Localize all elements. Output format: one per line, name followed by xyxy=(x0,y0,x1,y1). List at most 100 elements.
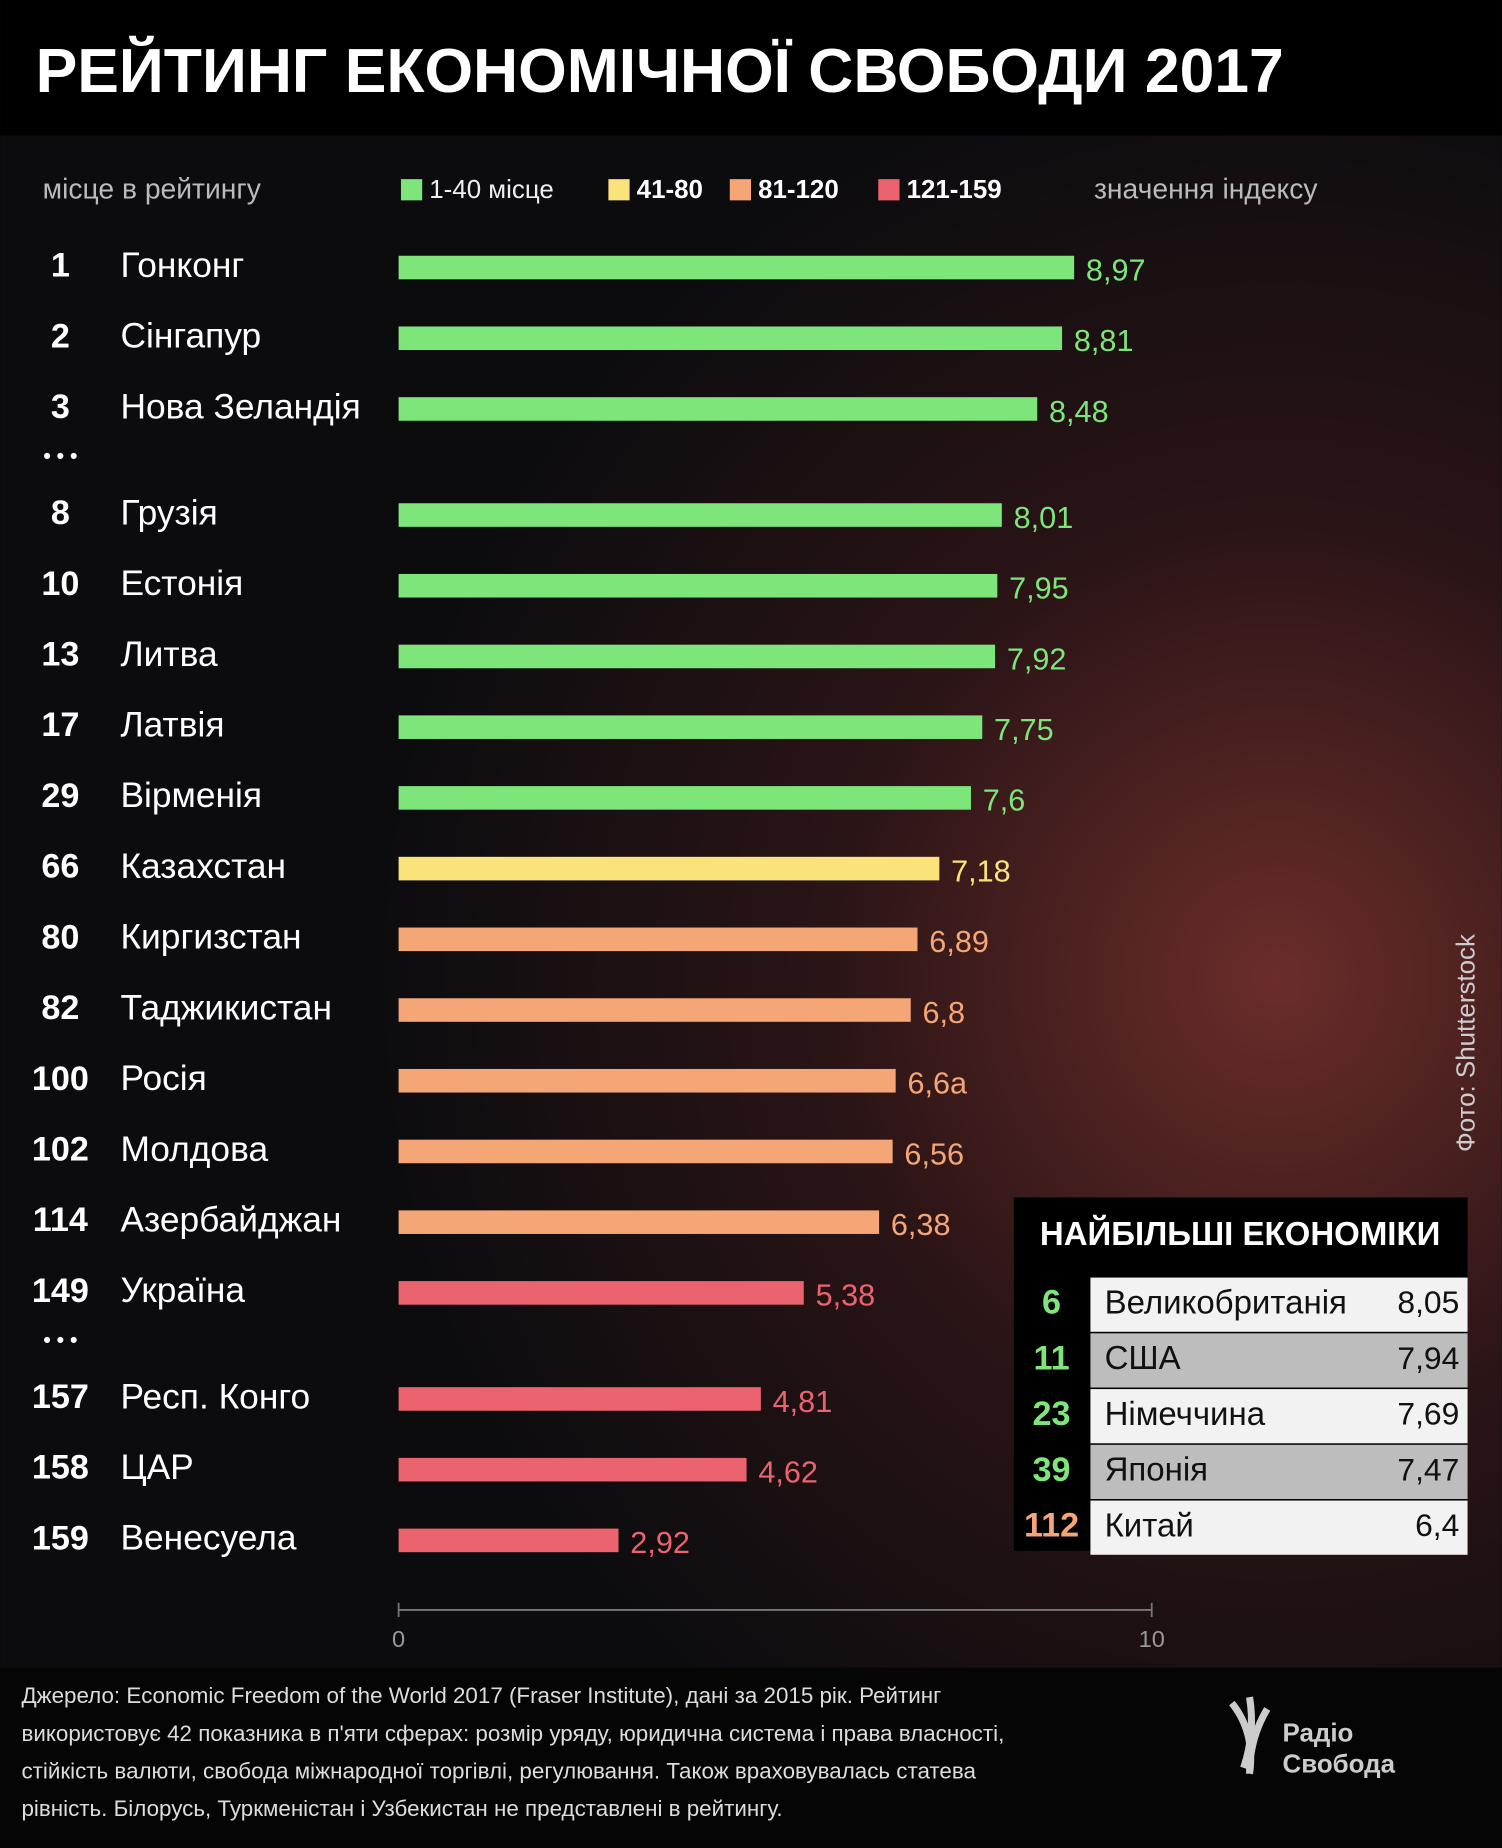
legend-swatch xyxy=(878,179,900,201)
rank-label: 100 xyxy=(32,1060,89,1098)
bar xyxy=(398,503,1002,527)
legend-swatch xyxy=(400,179,423,201)
rank-label: 17 xyxy=(41,706,79,744)
category-label: ЦАР xyxy=(120,1448,193,1487)
rank-label: 149 xyxy=(32,1272,89,1310)
table-rank: 6 xyxy=(1042,1284,1061,1322)
value-label: 6,8 xyxy=(923,996,966,1030)
category-label: Росія xyxy=(120,1059,206,1098)
rank-label: 2 xyxy=(51,317,70,355)
table-rank: 39 xyxy=(1033,1451,1071,1489)
chart-title: РЕЙТИНГ ЕКОНОМІЧНОЇ СВОБОДИ 2017 xyxy=(36,35,1284,106)
bar xyxy=(398,1528,619,1553)
category-label: Латвія xyxy=(120,706,224,745)
table-value: 7,47 xyxy=(1397,1451,1459,1487)
bar xyxy=(398,326,1063,351)
table-country: Німеччина xyxy=(1105,1395,1266,1432)
table-rank: 112 xyxy=(1024,1507,1079,1545)
photo-credit: Фото: Shutterstock xyxy=(1452,934,1480,1152)
table-country: Японія xyxy=(1105,1451,1208,1488)
rank-label: 157 xyxy=(32,1378,89,1416)
value-label: 4,62 xyxy=(758,1455,818,1489)
value-label: 8,81 xyxy=(1074,324,1134,358)
category-label: Респ. Конго xyxy=(120,1377,310,1416)
bar xyxy=(398,1139,893,1164)
value-label: 6,89 xyxy=(929,925,989,959)
value-label: 2,92 xyxy=(630,1526,690,1560)
table-rank: 11 xyxy=(1033,1339,1069,1377)
value-label: 8,48 xyxy=(1049,395,1109,429)
bar xyxy=(398,255,1075,280)
category-label: Грузія xyxy=(120,493,217,532)
value-label: 7,6 xyxy=(983,784,1026,818)
category-label: Азербайджан xyxy=(120,1201,341,1240)
table-country: США xyxy=(1105,1339,1181,1376)
rank-label: 29 xyxy=(41,777,79,815)
category-label: Казахстан xyxy=(120,847,286,886)
category-label: Таджикистан xyxy=(120,988,332,1027)
legend-label: 81-120 xyxy=(758,176,839,204)
source-text: рівність. Білорусь, Туркменістан і Узбек… xyxy=(21,1796,782,1821)
value-label: 4,81 xyxy=(773,1385,833,1419)
x-tick-label: 0 xyxy=(392,1626,405,1652)
value-label: 8,97 xyxy=(1086,253,1146,287)
table-country: Великобританія xyxy=(1105,1283,1347,1320)
inset-title: НАЙБІЛЬШІ ЕКОНОМІКИ xyxy=(1040,1214,1440,1252)
rank-label: 10 xyxy=(41,565,79,603)
x-tick-label: 10 xyxy=(1139,1626,1165,1652)
rank-label: 3 xyxy=(51,388,70,426)
value-label: 6,38 xyxy=(891,1208,951,1242)
bar xyxy=(398,856,940,881)
value-label: 7,18 xyxy=(951,854,1011,888)
logo-icon xyxy=(1229,1696,1271,1775)
category-label: Вірменія xyxy=(120,776,262,815)
category-label: Киргизстан xyxy=(120,918,301,957)
legend-label: 41-80 xyxy=(637,176,703,204)
logo: Радіо Свобода xyxy=(1229,1696,1396,1778)
category-label: Молдова xyxy=(120,1130,268,1169)
table-country: Китай xyxy=(1105,1506,1194,1543)
legend-label: 1-40 місце xyxy=(429,176,554,204)
category-label: Гонконг xyxy=(120,246,244,285)
value-label: 6,6a xyxy=(907,1067,968,1101)
title-band xyxy=(0,0,1502,136)
table-row xyxy=(1090,1333,1468,1388)
table-value: 7,69 xyxy=(1397,1396,1459,1432)
table-rank: 23 xyxy=(1033,1395,1071,1433)
bar xyxy=(398,644,996,669)
table-value: 6,4 xyxy=(1415,1507,1459,1543)
legend-swatch xyxy=(729,179,751,201)
category-label: Естонія xyxy=(120,564,243,603)
rank-label: 102 xyxy=(32,1130,89,1168)
bar xyxy=(398,1387,761,1411)
source-text: стійкість валюти, свобода міжнародної то… xyxy=(21,1758,976,1783)
table-value: 7,94 xyxy=(1397,1340,1459,1376)
rank-label: 8 xyxy=(51,494,70,532)
legend-label: 121-159 xyxy=(907,176,1002,204)
rank-label: 159 xyxy=(32,1519,89,1557)
logo-text: Радіо xyxy=(1283,1720,1354,1748)
value-label: 7,75 xyxy=(994,713,1054,747)
bar xyxy=(398,786,971,810)
table-value: 8,05 xyxy=(1397,1284,1459,1320)
table-row xyxy=(1090,1444,1468,1500)
rank-label: 66 xyxy=(41,848,79,886)
value-header: значення індексу xyxy=(1094,172,1318,204)
bar xyxy=(398,927,918,952)
value-label: 7,95 xyxy=(1009,572,1069,606)
bar xyxy=(398,1068,896,1093)
table-row xyxy=(1090,1500,1468,1555)
rank-label: • • • xyxy=(43,1329,77,1352)
table-row xyxy=(1090,1277,1468,1332)
rank-label: 114 xyxy=(33,1201,88,1239)
value-label: 5,38 xyxy=(816,1279,876,1313)
rank-header: місце в рейтингу xyxy=(43,172,262,204)
bar xyxy=(398,1281,804,1305)
bar xyxy=(398,397,1038,421)
bar xyxy=(398,998,911,1022)
value-label: 7,92 xyxy=(1007,642,1067,676)
category-label: Сінгапур xyxy=(120,317,261,356)
rank-label: 158 xyxy=(32,1449,89,1487)
